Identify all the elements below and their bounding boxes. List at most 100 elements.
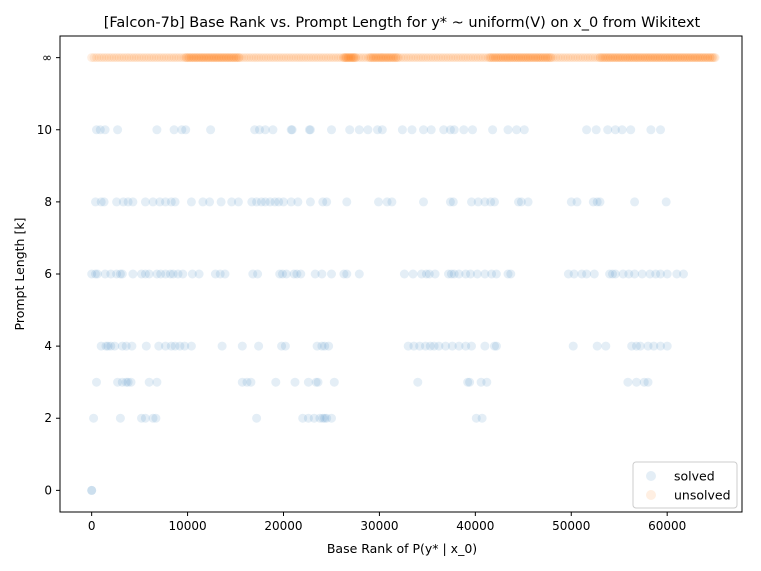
point-unsolved-268 bbox=[210, 53, 220, 63]
point-solved-102 bbox=[117, 269, 127, 279]
point-unsolved-40 bbox=[186, 53, 196, 63]
point-unsolved-234 bbox=[670, 53, 680, 63]
point-unsolved-120 bbox=[386, 53, 396, 63]
point-solved-265 bbox=[646, 125, 656, 135]
point-solved-59 bbox=[180, 341, 190, 351]
point-unsolved-139 bbox=[433, 53, 443, 63]
point-unsolved-27 bbox=[154, 53, 164, 63]
point-solved-260 bbox=[591, 125, 601, 135]
point-unsolved-65 bbox=[249, 53, 259, 63]
point-solved-106 bbox=[144, 269, 154, 279]
point-unsolved-64 bbox=[246, 53, 256, 63]
legend-label-solved: solved bbox=[674, 469, 715, 484]
point-unsolved-276 bbox=[224, 53, 234, 63]
point-solved-16 bbox=[327, 413, 336, 423]
point-unsolved-215 bbox=[623, 53, 633, 63]
point-unsolved-349 bbox=[604, 53, 613, 63]
point-solved-208 bbox=[467, 197, 476, 207]
point-solved-171 bbox=[99, 197, 109, 207]
point-unsolved-255 bbox=[188, 53, 198, 63]
point-unsolved-201 bbox=[588, 53, 598, 63]
point-solved-229 bbox=[177, 125, 187, 135]
point-unsolved-313 bbox=[487, 53, 497, 63]
point-solved-126 bbox=[296, 269, 306, 279]
point-solved-247 bbox=[407, 125, 417, 135]
point-unsolved-2 bbox=[92, 53, 102, 63]
point-solved-145 bbox=[472, 269, 482, 279]
point-unsolved-380 bbox=[669, 53, 679, 63]
point-solved-178 bbox=[155, 197, 165, 207]
point-unsolved-197 bbox=[578, 53, 588, 63]
point-unsolved-383 bbox=[675, 53, 685, 63]
point-unsolved-275 bbox=[222, 53, 232, 63]
point-unsolved-53 bbox=[219, 53, 229, 63]
point-unsolved-196 bbox=[576, 53, 585, 63]
point-solved-266 bbox=[656, 125, 665, 135]
point-unsolved-330 bbox=[519, 53, 529, 63]
point-solved-105 bbox=[140, 269, 150, 279]
point-unsolved-213 bbox=[618, 53, 628, 63]
point-unsolved-310 bbox=[391, 53, 401, 63]
point-solved-201 bbox=[342, 197, 352, 207]
point-solved-67 bbox=[317, 341, 327, 351]
point-unsolved-387 bbox=[684, 53, 694, 63]
point-unsolved-331 bbox=[521, 53, 531, 63]
point-unsolved-292 bbox=[348, 53, 358, 63]
point-unsolved-217 bbox=[628, 53, 638, 63]
point-solved-84 bbox=[491, 341, 501, 351]
point-solved-169 bbox=[91, 197, 100, 207]
point-unsolved-229 bbox=[658, 53, 668, 63]
point-solved-204 bbox=[387, 197, 397, 207]
point-unsolved-193 bbox=[568, 53, 578, 63]
point-unsolved-124 bbox=[396, 53, 406, 63]
point-solved-166 bbox=[662, 269, 672, 279]
point-unsolved-256 bbox=[189, 53, 199, 63]
point-unsolved-198 bbox=[581, 53, 590, 63]
point-solved-246 bbox=[397, 125, 407, 135]
point-solved-180 bbox=[166, 197, 176, 207]
point-unsolved-33 bbox=[169, 53, 179, 63]
point-unsolved-162 bbox=[491, 53, 501, 63]
point-unsolved-122 bbox=[391, 53, 401, 63]
point-solved-100 bbox=[112, 269, 122, 279]
point-unsolved-265 bbox=[205, 53, 215, 63]
point-solved-218 bbox=[588, 197, 598, 207]
point-unsolved-264 bbox=[203, 53, 213, 63]
point-unsolved-57 bbox=[229, 53, 239, 63]
point-unsolved-218 bbox=[630, 53, 640, 63]
point-solved-162 bbox=[637, 269, 647, 279]
point-unsolved-109 bbox=[359, 53, 368, 63]
point-unsolved-24 bbox=[147, 53, 156, 63]
point-solved-154 bbox=[582, 269, 592, 279]
point-solved-30 bbox=[271, 377, 281, 387]
point-solved-44 bbox=[643, 377, 653, 387]
point-solved-183 bbox=[198, 197, 208, 207]
point-solved-147 bbox=[487, 269, 497, 279]
point-unsolved-343 bbox=[544, 53, 554, 63]
point-solved-108 bbox=[156, 269, 166, 279]
point-solved-80 bbox=[461, 341, 471, 351]
point-unsolved-73 bbox=[269, 53, 279, 63]
point-unsolved-271 bbox=[215, 53, 225, 63]
legend: solved unsolved bbox=[632, 461, 738, 509]
point-solved-244 bbox=[373, 125, 382, 135]
point-unsolved-97 bbox=[329, 53, 339, 63]
point-solved-52 bbox=[127, 341, 137, 351]
point-unsolved-71 bbox=[264, 53, 274, 63]
point-unsolved-108 bbox=[356, 53, 366, 63]
point-unsolved-169 bbox=[508, 53, 518, 63]
point-unsolved-141 bbox=[438, 53, 448, 63]
point-unsolved-209 bbox=[608, 53, 618, 63]
point-unsolved-338 bbox=[535, 53, 545, 63]
point-solved-231 bbox=[206, 125, 216, 135]
point-unsolved-12 bbox=[117, 53, 127, 63]
point-unsolved-130 bbox=[411, 53, 421, 63]
point-unsolved-253 bbox=[184, 53, 194, 63]
point-unsolved-291 bbox=[347, 53, 357, 63]
legend-box bbox=[632, 461, 738, 509]
point-unsolved-4 bbox=[97, 53, 107, 63]
point-unsolved-45 bbox=[199, 53, 209, 63]
point-solved-176 bbox=[140, 197, 150, 207]
point-solved-264 bbox=[626, 125, 636, 135]
point-solved-174 bbox=[123, 197, 133, 207]
